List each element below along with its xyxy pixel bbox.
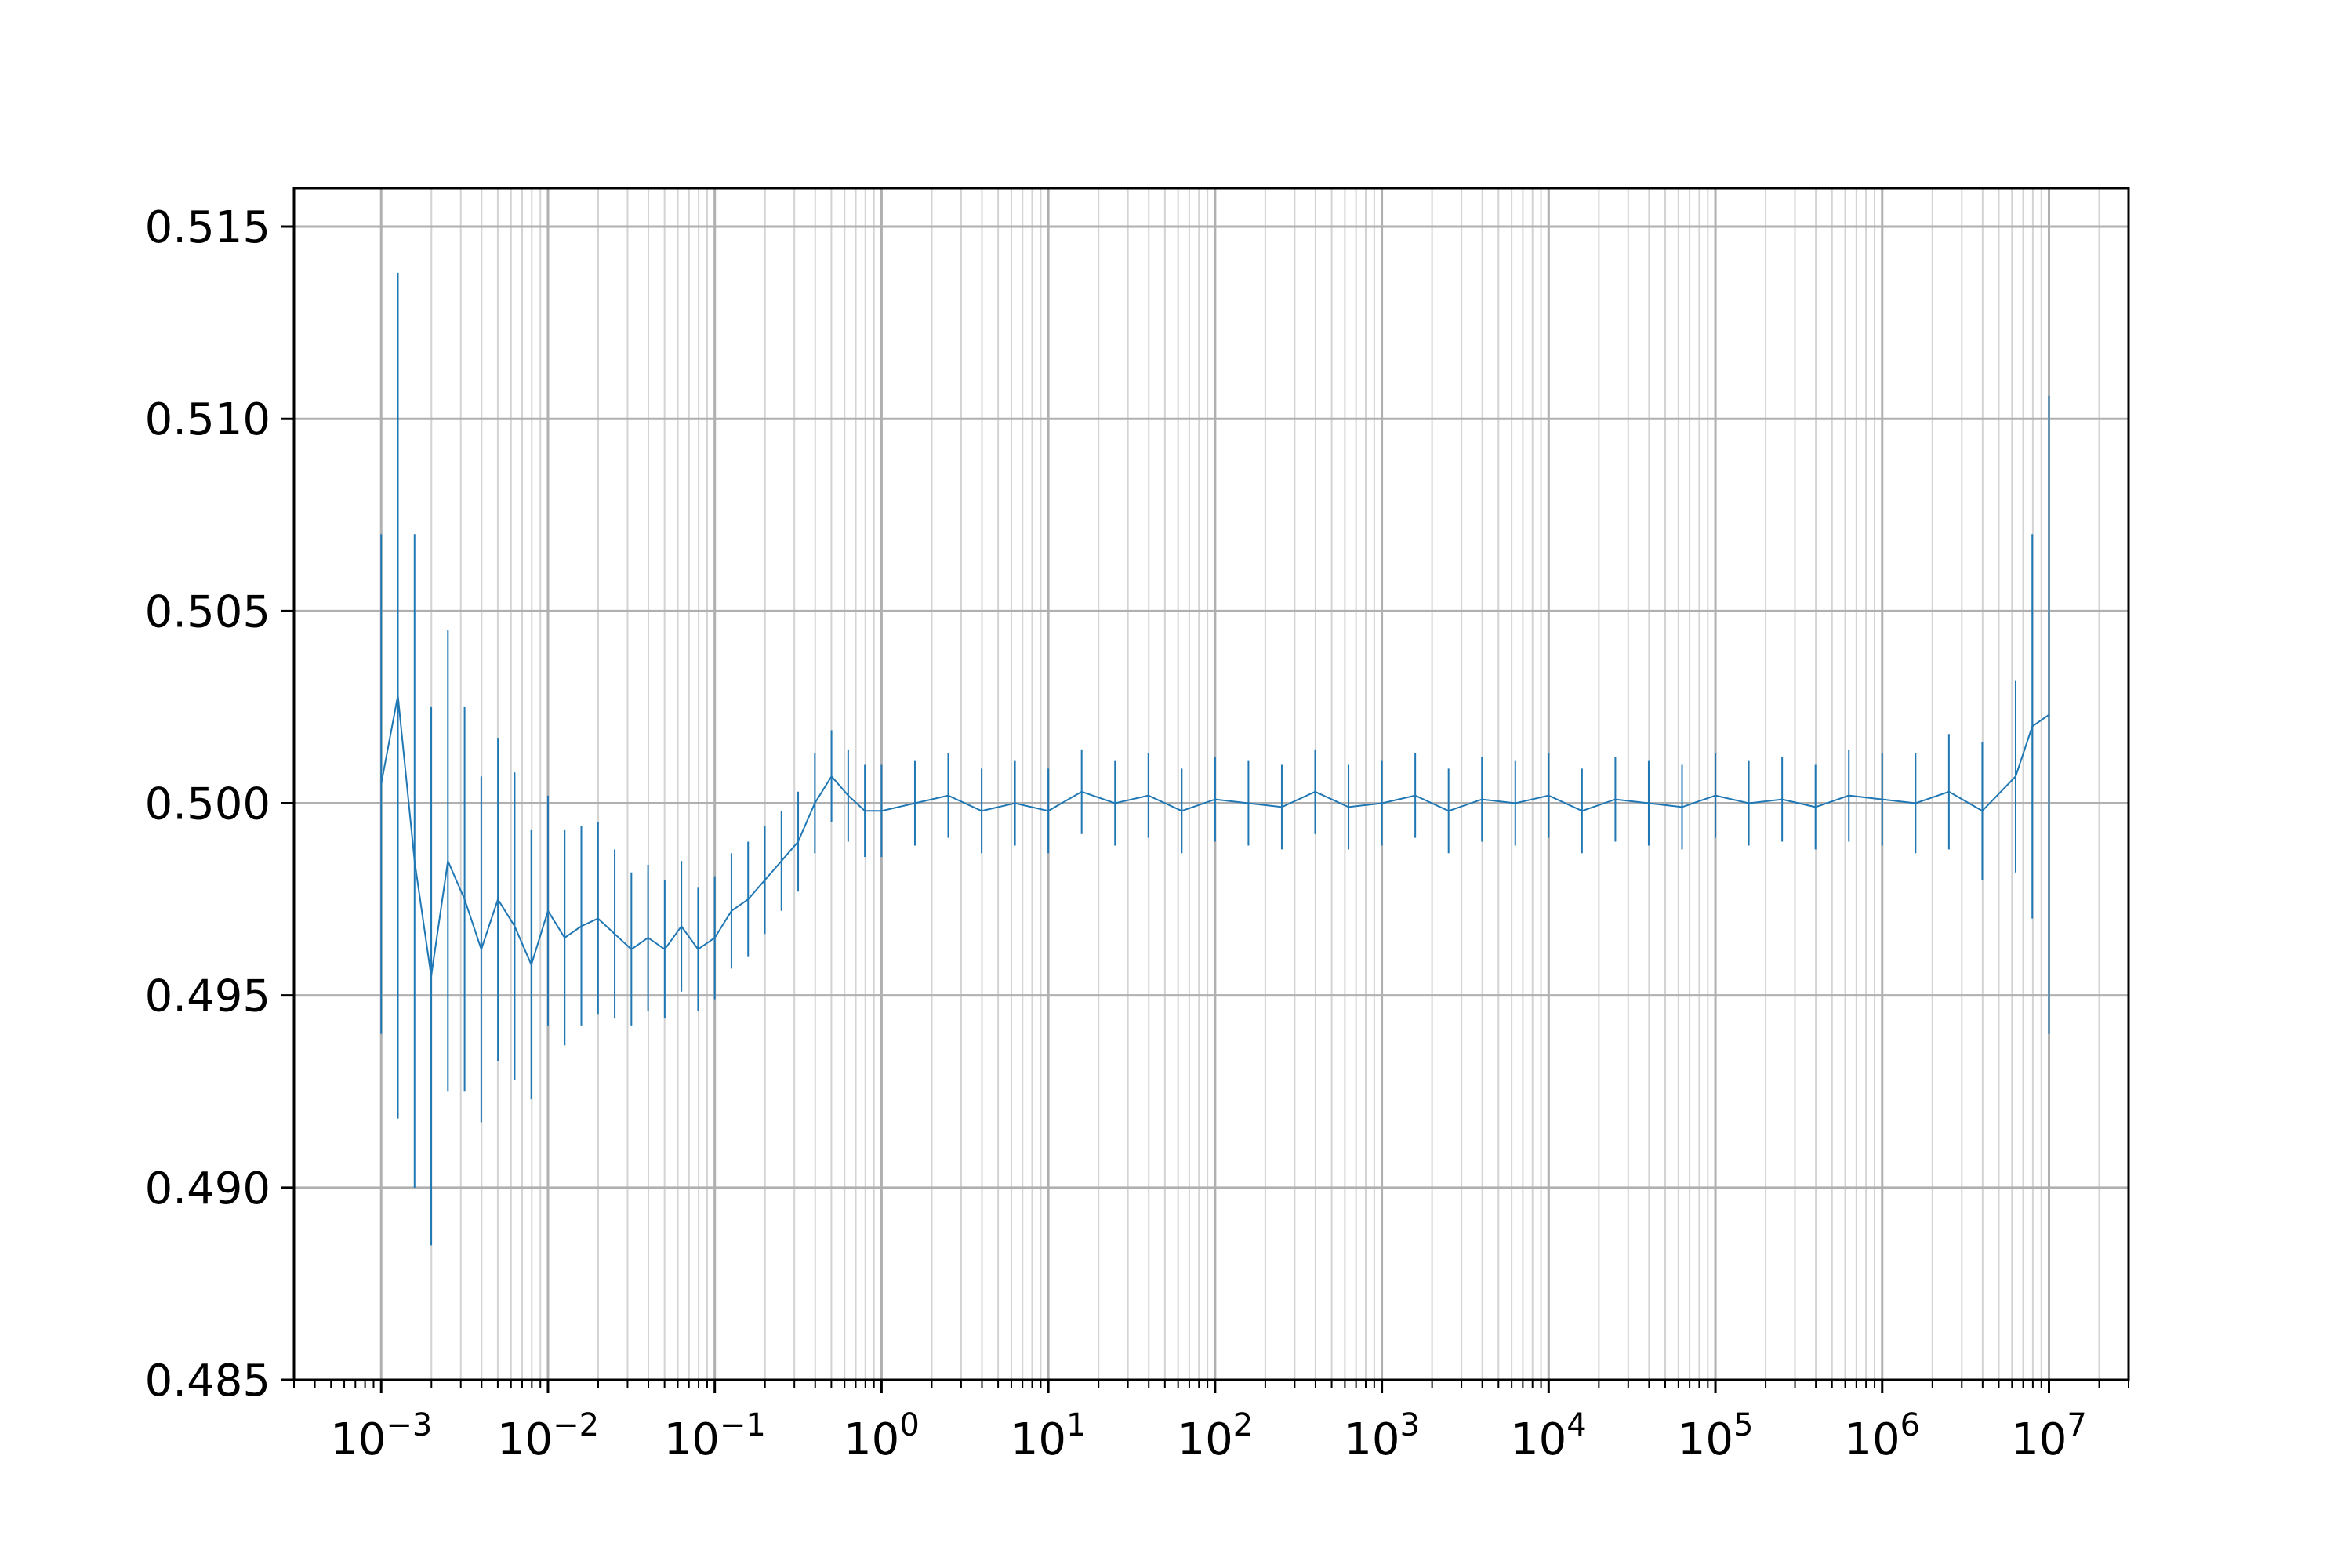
x-tick-label: 106 (1844, 1407, 1920, 1465)
minor-gridlines (430, 188, 2129, 1380)
x-tick-label: 100 (844, 1407, 920, 1465)
plot-area (292, 187, 2130, 1381)
axes-frame (292, 187, 2130, 1381)
x-tick-label: 102 (1178, 1407, 1254, 1465)
x-tick-label: 10−2 (497, 1407, 599, 1465)
y-tick-label: 0.505 (145, 586, 270, 637)
series-line (380, 695, 2050, 977)
y-axis: 0.485 0.490 0.495 0.500 0.505 0.510 0.515 (145, 202, 294, 1406)
axes-background (294, 188, 2129, 1380)
y-tick-label: 0.510 (145, 394, 270, 445)
y-tick-label: 0.490 (145, 1163, 270, 1214)
series-line-group (380, 695, 2050, 977)
y-tick-label: 0.500 (145, 779, 270, 830)
y-tick-label: 0.515 (145, 202, 270, 253)
y-tick-label: 0.485 (145, 1356, 270, 1406)
x-tick-label: 10−1 (664, 1407, 766, 1465)
x-axis: 10−3 10−2 10−1 100 101 102 103 104 105 106 107 (293, 1380, 2129, 1465)
x-tick-label: 105 (1678, 1407, 1754, 1465)
x-tick-label: 103 (1344, 1407, 1420, 1465)
y-tick-label: 0.495 (145, 971, 270, 1022)
x-tick-label: 107 (2011, 1407, 2087, 1465)
x-tick-label: 104 (1511, 1407, 1587, 1465)
x-tick-label: 101 (1011, 1407, 1087, 1465)
x-tick-label: 10−3 (330, 1407, 432, 1465)
